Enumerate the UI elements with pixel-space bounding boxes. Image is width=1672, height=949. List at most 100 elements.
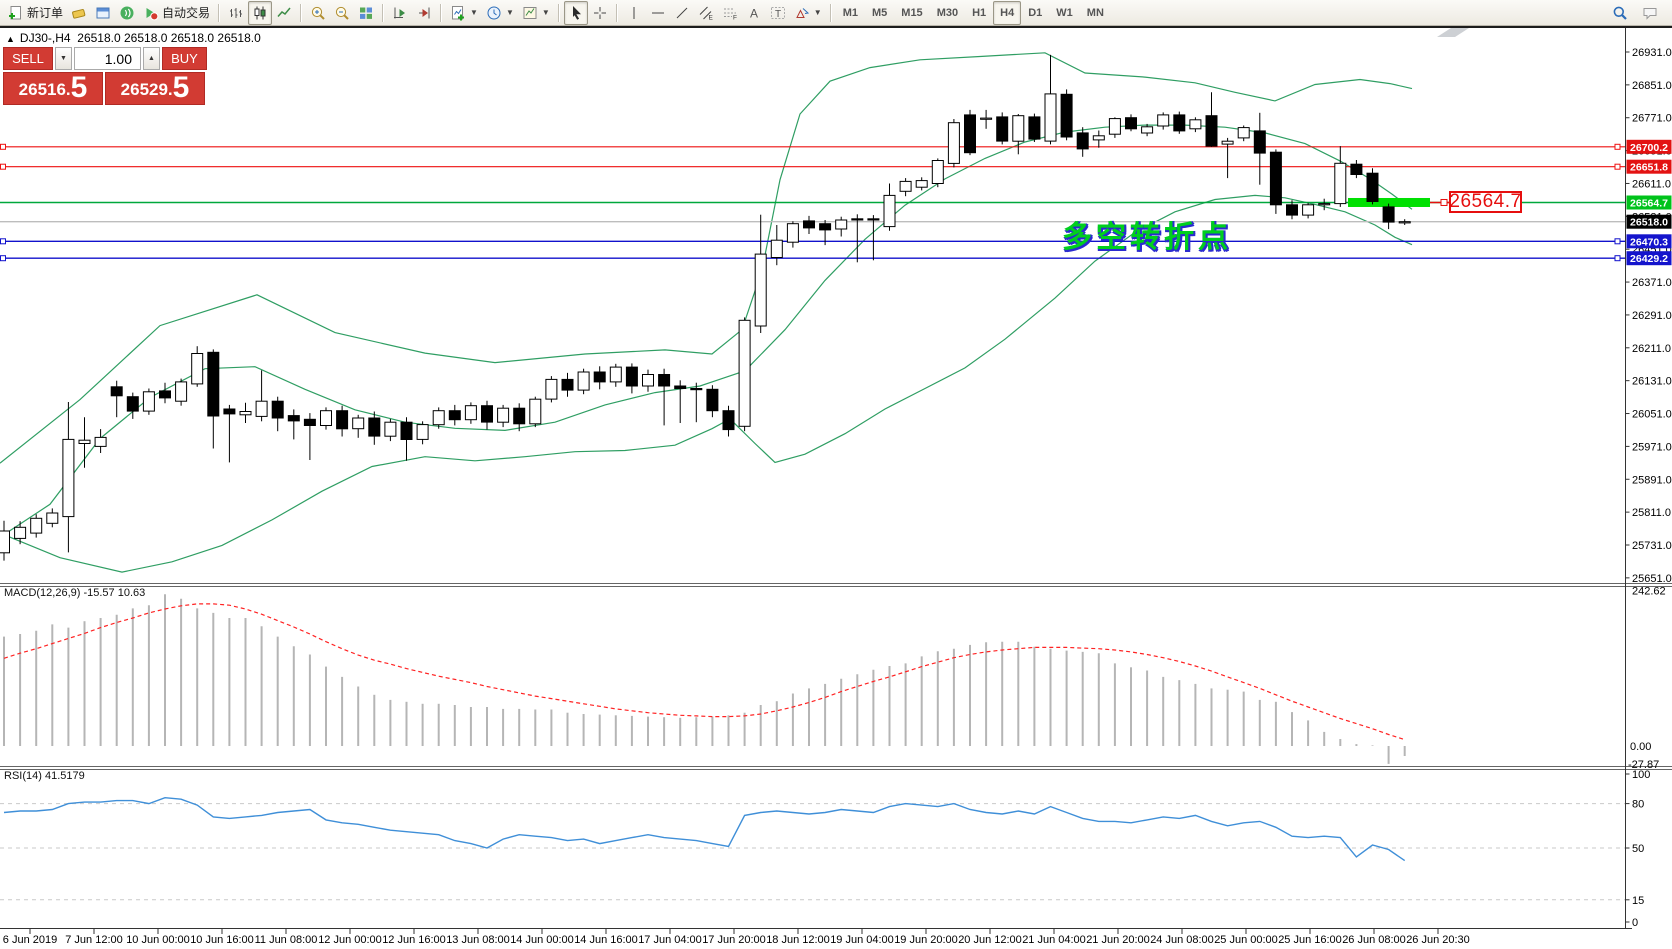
symbol-period-label: DJ30-,H4 [19,31,71,45]
horizontal-line-icon[interactable] [646,1,670,25]
timeframe-m1[interactable]: M1 [842,6,858,19]
ohlc-quotes: 26518.0 26518.0 26518.0 26518.0 [77,31,261,45]
macd-pane: 242.62 0.00 -27.87 [3,586,1666,771]
svg-text:10 Jun 00:00: 10 Jun 00:00 [126,934,190,946]
macd-signal-line [3,603,1405,741]
timeframe-d1[interactable]: D1 [1028,6,1043,19]
tile-windows-icon[interactable] [354,1,378,25]
svg-text:26429.2: 26429.2 [1630,253,1668,265]
svg-text:18 Jun 12:00: 18 Jun 12:00 [766,934,830,946]
open-account-icon[interactable] [67,1,91,25]
templates-icon[interactable]: ▼ [518,1,554,25]
svg-text:26564.7: 26564.7 [1630,197,1668,209]
timeframe-m5[interactable]: M5 [872,6,888,19]
buy-price-button[interactable]: 26529. 5 [105,72,205,105]
watermark-fragment [1437,28,1469,37]
line-handle[interactable] [1614,143,1621,150]
svg-text:26131.0: 26131.0 [1632,376,1672,388]
svg-text:25811.0: 25811.0 [1632,507,1671,519]
svg-text:-27.87: -27.87 [1628,759,1659,771]
cursor-icon[interactable] [563,0,588,25]
bar-chart-icon[interactable] [224,1,248,25]
svg-text:26371.0: 26371.0 [1632,277,1672,289]
line-handle[interactable] [1614,255,1621,262]
volume-input[interactable]: 1.00 [74,47,141,70]
svg-text:15: 15 [1632,895,1644,907]
buy-price-pips: 5 [172,71,190,104]
svg-text:25731.0: 25731.0 [1632,540,1672,552]
svg-text:26518.0: 26518.0 [1630,217,1668,229]
signals-icon[interactable] [115,1,139,25]
search-icon[interactable] [1608,1,1632,25]
line-handle[interactable] [0,163,6,170]
crosshair-icon[interactable] [588,1,612,25]
svg-text:6 Jun 2019: 6 Jun 2019 [3,934,57,946]
bollinger-lower-band [0,194,1413,573]
indicators-icon[interactable]: ▼ [446,1,482,25]
chat-icon[interactable] [1638,1,1662,25]
timeframe-m15[interactable]: M15 [901,6,923,19]
auto-scroll-icon[interactable] [388,1,412,25]
line-handle[interactable] [0,255,6,262]
timeframe-m30[interactable]: M30 [936,6,959,19]
highlight-price-bar[interactable] [1348,197,1430,207]
svg-text:14 Jun 00:00: 14 Jun 00:00 [510,934,574,946]
callout-anchor[interactable] [1440,198,1448,206]
svg-text:26700.2: 26700.2 [1630,142,1668,154]
line-handle[interactable] [1614,163,1621,170]
label-icon[interactable]: T [766,1,790,25]
svg-text:26851.0: 26851.0 [1632,80,1672,92]
price-callout-label[interactable]: 26564.7 [1449,191,1522,213]
timeframe-h4[interactable]: H4 [993,0,1022,25]
candlestick-icon[interactable] [248,0,273,25]
toolbar-separator [218,3,221,22]
timeframe-mn[interactable]: MN [1086,6,1104,19]
svg-text:50: 50 [1632,843,1644,855]
text-icon[interactable]: A [742,1,766,25]
line-chart-icon[interactable] [272,1,296,25]
svg-text:11 Jun 08:00: 11 Jun 08:00 [255,934,318,946]
buy-button[interactable]: BUY [162,47,207,70]
y-axis-labels: 26931.026851.026771.026691.026611.026531… [1625,47,1672,585]
timeframe-h1[interactable]: H1 [972,6,987,19]
vertical-line-icon[interactable] [622,1,646,25]
sell-button[interactable]: SELL [3,47,53,70]
svg-text:14 Jun 16:00: 14 Jun 16:00 [574,934,638,946]
macd-label: MACD(12,26,9) -15.57 10.63 [4,587,146,599]
volume-up-button[interactable]: ▲ [143,47,160,70]
line-handle[interactable] [1614,238,1621,245]
chart-shift-icon[interactable] [412,1,436,25]
bollinger-upper-band [0,52,1413,464]
line-handle[interactable] [0,143,6,150]
svg-text:25891.0: 25891.0 [1632,474,1672,486]
svg-text:26211.0: 26211.0 [1632,343,1671,355]
svg-text:80: 80 [1632,799,1644,811]
timeframe-w1[interactable]: W1 [1056,6,1073,19]
sell-price-main: 26516. [18,80,71,99]
channel-icon[interactable]: E [694,1,718,25]
trendline-icon[interactable] [670,1,694,25]
buy-price-main: 26529. [120,80,173,99]
zoom-out-icon[interactable] [330,1,354,25]
sell-price-button[interactable]: 26516. 5 [3,72,103,105]
svg-text:26 Jun 20:30: 26 Jun 20:30 [1406,934,1470,946]
svg-text:25 Jun 00:00: 25 Jun 00:00 [1214,934,1278,946]
annotation-text[interactable]: 多空转折点 [1062,221,1232,254]
periods-icon[interactable]: ▼ [482,1,518,25]
charts-window-icon[interactable] [91,1,115,25]
new-order-button[interactable]: 新订单 [4,1,67,25]
line-handle[interactable] [0,238,6,245]
svg-text:0: 0 [1632,917,1638,929]
candles [0,54,1411,561]
svg-text:26470.3: 26470.3 [1630,236,1668,248]
zoom-in-icon[interactable] [306,1,330,25]
fibonacci-icon[interactable]: F [718,1,742,25]
shapes-icon[interactable]: ▼ [790,1,826,25]
toolbar: 新订单 自动交易 ▼ ▼ ▼ E F A T ▼ M1 M5 M15 M30 H1 H4 D1 W1 MN [0,0,1672,26]
autotrading-button[interactable]: 自动交易 [139,1,214,25]
collapse-panel-icon[interactable]: ▲ [6,34,15,44]
volume-down-button[interactable]: ▼ [55,47,72,70]
svg-text:25971.0: 25971.0 [1632,441,1672,453]
svg-text:21 Jun 04:00: 21 Jun 04:00 [1022,934,1086,946]
